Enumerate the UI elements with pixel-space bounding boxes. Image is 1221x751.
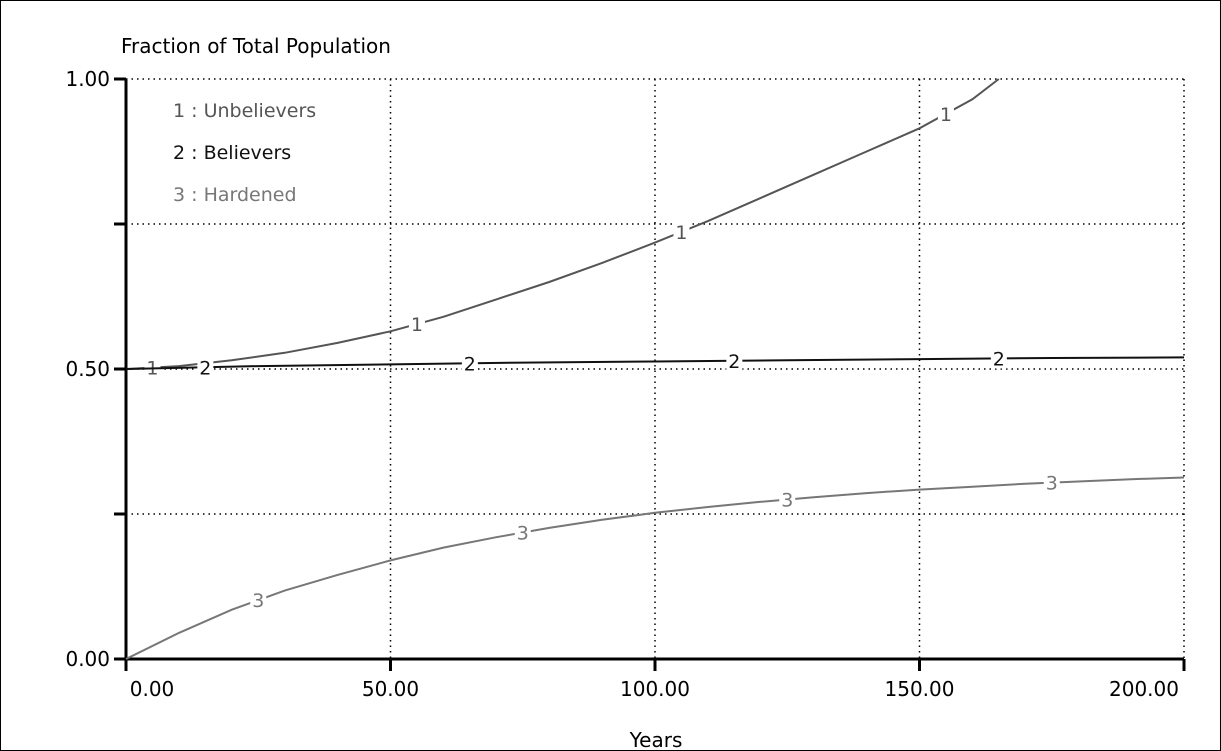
- x-tick-label: 150.00: [885, 677, 955, 701]
- x-tick-label: 0.00: [130, 677, 175, 701]
- series-line-unbelievers: [125, 78, 1000, 370]
- series-marker-hardened: 3: [781, 490, 793, 512]
- series-marker-believers: 2: [728, 351, 740, 373]
- legend: 1 : Unbelievers 2 : Believers 3 : Hardened: [173, 100, 316, 206]
- y-tick-label: 1.00: [65, 67, 110, 91]
- series-marker-bg: [197, 355, 214, 378]
- x-tick-label: 100.00: [620, 677, 690, 701]
- series-marker-bg: [1043, 470, 1060, 493]
- series-marker-hardened: 3: [517, 523, 529, 545]
- series-marker-bg: [779, 487, 796, 510]
- series-marker-believers: 2: [993, 348, 1005, 370]
- x-tick-label: 50.00: [362, 677, 419, 701]
- series-marker-unbelievers: 1: [675, 222, 687, 244]
- series-line-hardened: [125, 476, 1185, 660]
- series-marker-believers: 2: [199, 357, 211, 379]
- legend-entry-unbelievers: 1 : Unbelievers: [173, 100, 316, 122]
- legend-entry-believers: 2 : Believers: [173, 142, 291, 164]
- series-marker-bg: [461, 351, 478, 374]
- y-tick-label: 0.50: [65, 357, 110, 381]
- series-marker-bg: [250, 588, 267, 611]
- y-tick-label: 0.00: [65, 647, 110, 671]
- series-line-believers: [125, 356, 1185, 370]
- series-marker-bg: [726, 348, 743, 371]
- series-marker-bg: [673, 219, 690, 242]
- series-marker-hardened: 3: [1046, 473, 1058, 495]
- series-marker-bg: [937, 101, 954, 124]
- chart-title: Fraction of Total Population: [121, 34, 391, 58]
- series-marker-hardened: 3: [252, 590, 264, 612]
- series-marker-unbelievers: 1: [940, 104, 952, 126]
- series-marker-unbelievers: 1: [411, 314, 423, 336]
- series-marker-bg: [514, 520, 531, 543]
- legend-entry-hardened: 3 : Hardened: [173, 184, 297, 206]
- x-axis-label: Years: [629, 728, 683, 750]
- series-marker-bg: [990, 346, 1007, 369]
- x-tick-label: 200.00: [1109, 677, 1179, 701]
- series-marker-bg: [408, 312, 425, 335]
- series-marker-believers: 2: [464, 353, 476, 375]
- gridlines: [126, 78, 1185, 659]
- axes: 0.00 0.50 1.00 0.00 50.00 100.00 150.00 200.00: [65, 67, 1186, 701]
- series-marker-bg: [144, 355, 161, 378]
